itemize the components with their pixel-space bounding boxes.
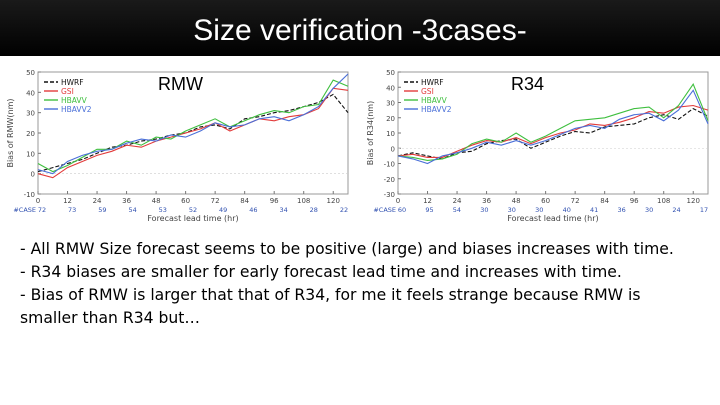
sample-count: 30 (535, 206, 543, 214)
notes-text: - All RMW Size forecast seems to be posi… (20, 238, 710, 330)
sample-count: 49 (219, 206, 227, 214)
sample-count: 34 (279, 206, 287, 214)
legend-entry: HBAVV2 (61, 105, 92, 114)
sample-count-label: #CASE (373, 206, 396, 214)
x-tick-label: 60 (541, 197, 550, 205)
x-tick-label: 72 (211, 197, 220, 205)
slide-title: Size verification -3cases- (193, 14, 527, 47)
x-tick-label: 24 (453, 197, 462, 205)
y-tick-label: 30 (386, 100, 395, 108)
y-tick-label: 50 (26, 69, 35, 77)
x-tick-label: 84 (240, 197, 249, 205)
series-line-hwrf (37, 93, 349, 173)
y-tick-label: 40 (386, 84, 395, 92)
x-tick-label: 0 (396, 197, 400, 205)
y-tick-label: 40 (26, 89, 35, 97)
x-axis-label: Forecast lead time (hr) (507, 214, 598, 223)
x-tick-label: 120 (327, 197, 340, 205)
x-tick-label: 108 (297, 197, 310, 205)
sample-count: 40 (563, 206, 571, 214)
y-tick-label: 50 (386, 69, 395, 77)
y-tick-label: -10 (384, 161, 395, 169)
sample-count: 24 (672, 206, 680, 214)
sample-count: 53 (159, 206, 167, 214)
x-tick-label: 12 (423, 197, 432, 205)
sample-count: 28 (310, 206, 318, 214)
sample-count: 60 (398, 206, 406, 214)
x-tick-label: 12 (63, 197, 72, 205)
r34-bias-chart: -30 -20 -10 0 10 20 30 40 50 0 12 24 36 48 60 72 84 96 108… (366, 69, 709, 223)
legend-entry: HBAVV (421, 96, 448, 105)
x-tick-label: 24 (93, 197, 102, 205)
note-line: - All RMW Size forecast seems to be posi… (20, 240, 674, 258)
legend-entry: GSI (61, 87, 74, 96)
sample-count: 54 (128, 206, 136, 214)
sample-count: 95 (425, 206, 433, 214)
legend-entry: HWRF (421, 78, 444, 87)
y-tick-label: 10 (386, 130, 395, 138)
y-tick-label: 30 (26, 110, 35, 118)
sample-count: 30 (508, 206, 516, 214)
legend-entry: HBAVV (61, 96, 88, 105)
x-tick-label: 36 (482, 197, 491, 205)
x-tick-label: 72 (571, 197, 580, 205)
sample-count: 52 (189, 206, 197, 214)
r34-chart-panel: -30 -20 -10 0 10 20 30 40 50 0 12 24 36 48 60 72 84 96 108… (364, 66, 714, 226)
note-line: smaller than R34 but… (20, 309, 201, 327)
x-tick-label: 96 (630, 197, 639, 205)
y-tick-label: 10 (26, 150, 35, 158)
sample-count: 41 (590, 206, 598, 214)
sample-count-label: #CASE (13, 206, 36, 214)
x-tick-label: 108 (657, 197, 670, 205)
sample-count: 30 (645, 206, 653, 214)
y-tick-label: 0 (391, 145, 395, 153)
x-tick-label: 60 (181, 197, 190, 205)
sample-count: 17 (700, 206, 708, 214)
x-tick-label: 48 (152, 197, 161, 205)
x-tick-label: 0 (36, 197, 40, 205)
series-line-hbavv2 (37, 73, 349, 175)
y-tick-label: -10 (24, 191, 35, 199)
sample-count: 59 (98, 206, 106, 214)
series-line-hwrf (397, 107, 709, 160)
r34-panel-label: R34 (511, 74, 545, 94)
sample-count: 36 (617, 206, 625, 214)
sample-count: 46 (249, 206, 257, 214)
series-line-hbavv2 (397, 89, 709, 165)
legend-entry: HBAVV2 (421, 105, 452, 114)
y-tick-label: 20 (26, 130, 35, 138)
sample-count: 30 (480, 206, 488, 214)
sample-count: 73 (68, 206, 76, 214)
note-line: - R34 biases are smaller for early forec… (20, 263, 622, 281)
y-tick-label: -20 (384, 176, 395, 184)
sample-count: 72 (38, 206, 46, 214)
sample-count: 22 (340, 206, 348, 214)
y-axis-label: Bias of R34(nm) (366, 101, 375, 165)
x-axis-label: Forecast lead time (hr) (147, 214, 238, 223)
series-line-hbavv (397, 83, 709, 161)
note-line: - Bias of RMW is larger that that of R34… (20, 286, 641, 304)
y-tick-label: 0 (31, 171, 35, 179)
series-line-gsi (37, 87, 349, 179)
y-tick-label: -30 (384, 191, 395, 199)
legend-entry: HWRF (61, 78, 84, 87)
x-tick-label: 120 (687, 197, 700, 205)
plot-frame (37, 71, 349, 195)
y-tick-label: 20 (386, 115, 395, 123)
x-tick-label: 96 (270, 197, 279, 205)
x-tick-label: 84 (600, 197, 609, 205)
rmw-panel-label: RMW (158, 74, 203, 94)
x-tick-label: 48 (512, 197, 521, 205)
y-axis-label: Bias of RMW(nm) (6, 98, 15, 167)
title-bar: Size verification -3cases- (0, 0, 720, 56)
legend-entry: GSI (421, 87, 434, 96)
plot-frame (397, 71, 709, 195)
x-tick-label: 36 (122, 197, 131, 205)
rmw-chart-panel: -10 0 10 20 30 40 50 0 12 24 36 48 60 72 84 96 108 120 #CA… (4, 66, 354, 226)
sample-count: 54 (453, 206, 461, 214)
